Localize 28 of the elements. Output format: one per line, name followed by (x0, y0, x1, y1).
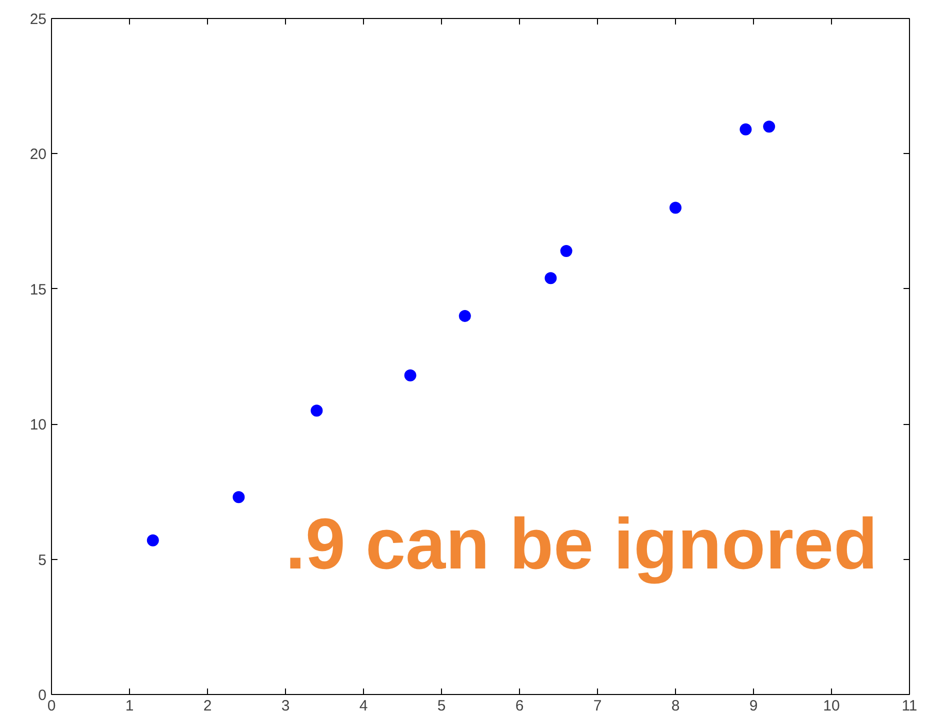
point (404, 369, 416, 382)
y-tick-label: 15 (30, 281, 47, 298)
y-tick-label: 5 (38, 552, 46, 569)
y-tick-label: 0 (38, 687, 46, 704)
point (763, 120, 776, 133)
annotation: .9 can be ignored (285, 504, 878, 584)
x-tick-label: 5 (437, 698, 446, 714)
x-tick-label: 11 (902, 698, 918, 714)
y-tick-label: 10 (30, 416, 47, 434)
point (740, 123, 752, 136)
point (670, 202, 682, 214)
x-tick-label: 9 (749, 698, 758, 714)
x-tick-label: 2 (203, 698, 212, 714)
point (146, 534, 159, 546)
point (560, 245, 572, 258)
x-tick-label: 6 (515, 698, 524, 714)
point (458, 310, 471, 322)
x-tick-label: 1 (125, 698, 134, 714)
point (310, 404, 323, 417)
x-tick-label: 3 (281, 698, 290, 714)
x-tick-label: 10 (823, 698, 840, 714)
x-tick-label: 8 (671, 698, 680, 714)
x-tick-label: 4 (359, 698, 368, 714)
x-tick-label: 7 (593, 698, 602, 714)
y-tick-label: 25 (30, 11, 47, 28)
y-tick-label: 20 (30, 146, 47, 164)
point (544, 272, 557, 284)
point (232, 491, 245, 504)
